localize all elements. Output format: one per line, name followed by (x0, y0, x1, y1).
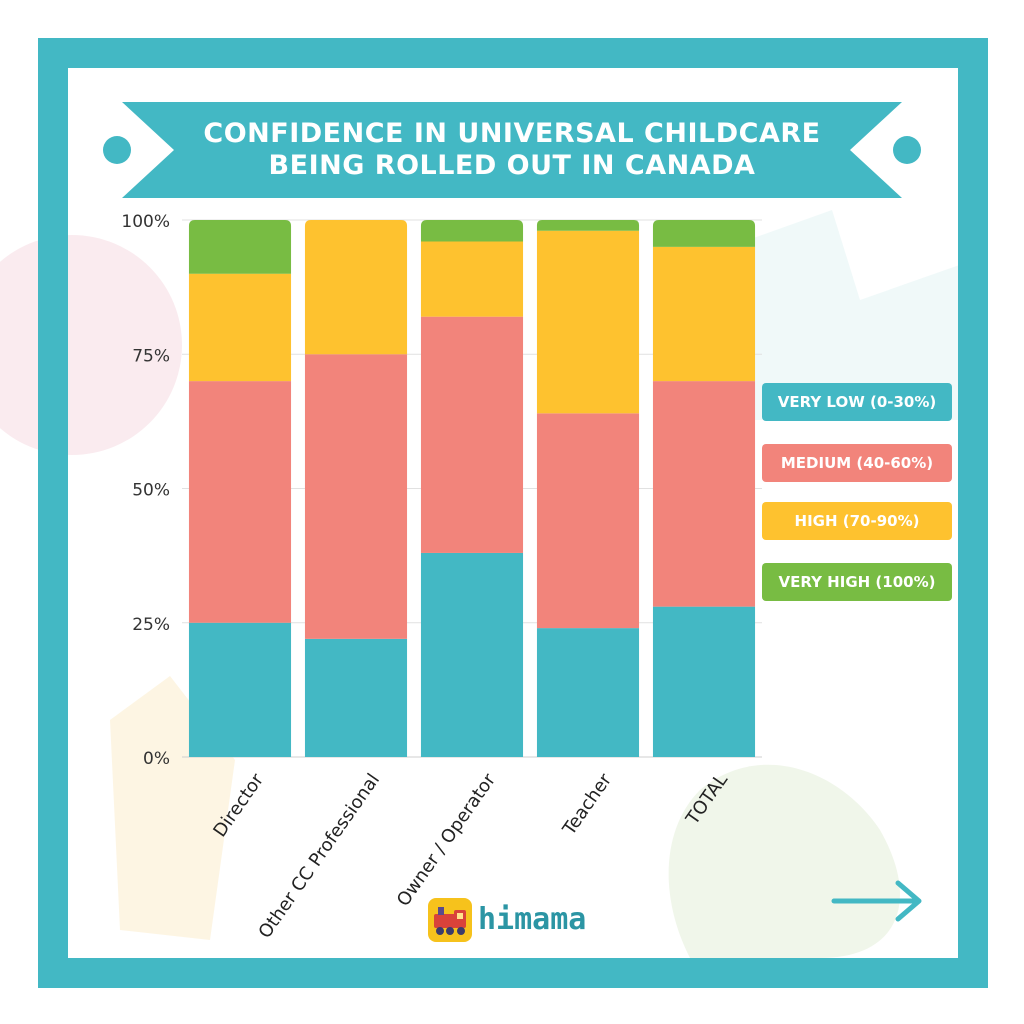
chart-title: CONFIDENCE IN UNIVERSAL CHILDCARE BEING … (170, 118, 854, 182)
x-tick-label: Other CC Professional (255, 770, 385, 942)
x-tick-label: TOTAL (682, 770, 733, 830)
x-tick-label: Owner / Operator (393, 769, 501, 910)
bar-segment-high-70-90 (304, 220, 408, 355)
bar-segment-very-high-100 (420, 220, 524, 242)
chart-title-line-2: BEING ROLLED OUT IN CANADA (268, 150, 756, 181)
bar-segment-very-high-100 (652, 220, 756, 247)
bar-segment-very-low-0-30 (652, 606, 756, 757)
bar-segment-medium-40-60 (304, 354, 408, 639)
bar-segment-high-70-90 (652, 246, 756, 382)
legend-item-very-low: VERY LOW (0-30%) (762, 383, 952, 421)
bar-segment-very-low-0-30 (536, 628, 640, 757)
bar-segment-very-high-100 (188, 220, 292, 274)
y-tick-label: 25% (132, 615, 170, 635)
bar-segment-high-70-90 (420, 241, 524, 317)
y-tick-label: 100% (121, 212, 170, 232)
bar-segment-medium-40-60 (420, 316, 524, 553)
himama-logo: himama (428, 896, 608, 944)
legend-item-very-high: VERY HIGH (100%) (762, 563, 952, 601)
legend-item-medium: MEDIUM (40-60%) (762, 444, 952, 482)
y-tick-label: 75% (132, 346, 170, 366)
bar-segment-medium-40-60 (652, 381, 756, 607)
arrow-right-icon[interactable] (830, 878, 926, 924)
x-tick-label: Director (209, 769, 268, 841)
train-icon (428, 898, 472, 942)
logo-text: himama (478, 902, 587, 937)
bar-segment-very-low-0-30 (304, 638, 408, 757)
y-tick-label: 50% (132, 481, 170, 501)
bar-segment-very-high-100 (536, 220, 640, 231)
legend-item-high: HIGH (70-90%) (762, 502, 952, 540)
bar-segment-very-low-0-30 (188, 622, 292, 757)
bar-segment-high-70-90 (536, 230, 640, 414)
bar-segment-high-70-90 (188, 273, 292, 382)
y-tick-label: 0% (143, 749, 170, 769)
bar-segment-medium-40-60 (188, 381, 292, 623)
bar-segment-medium-40-60 (536, 413, 640, 629)
title-ribbon (103, 102, 921, 198)
chart-title-line-1: CONFIDENCE IN UNIVERSAL CHILDCARE (203, 118, 821, 149)
x-tick-label: Teacher (558, 769, 616, 840)
bar-segment-very-low-0-30 (420, 552, 524, 757)
